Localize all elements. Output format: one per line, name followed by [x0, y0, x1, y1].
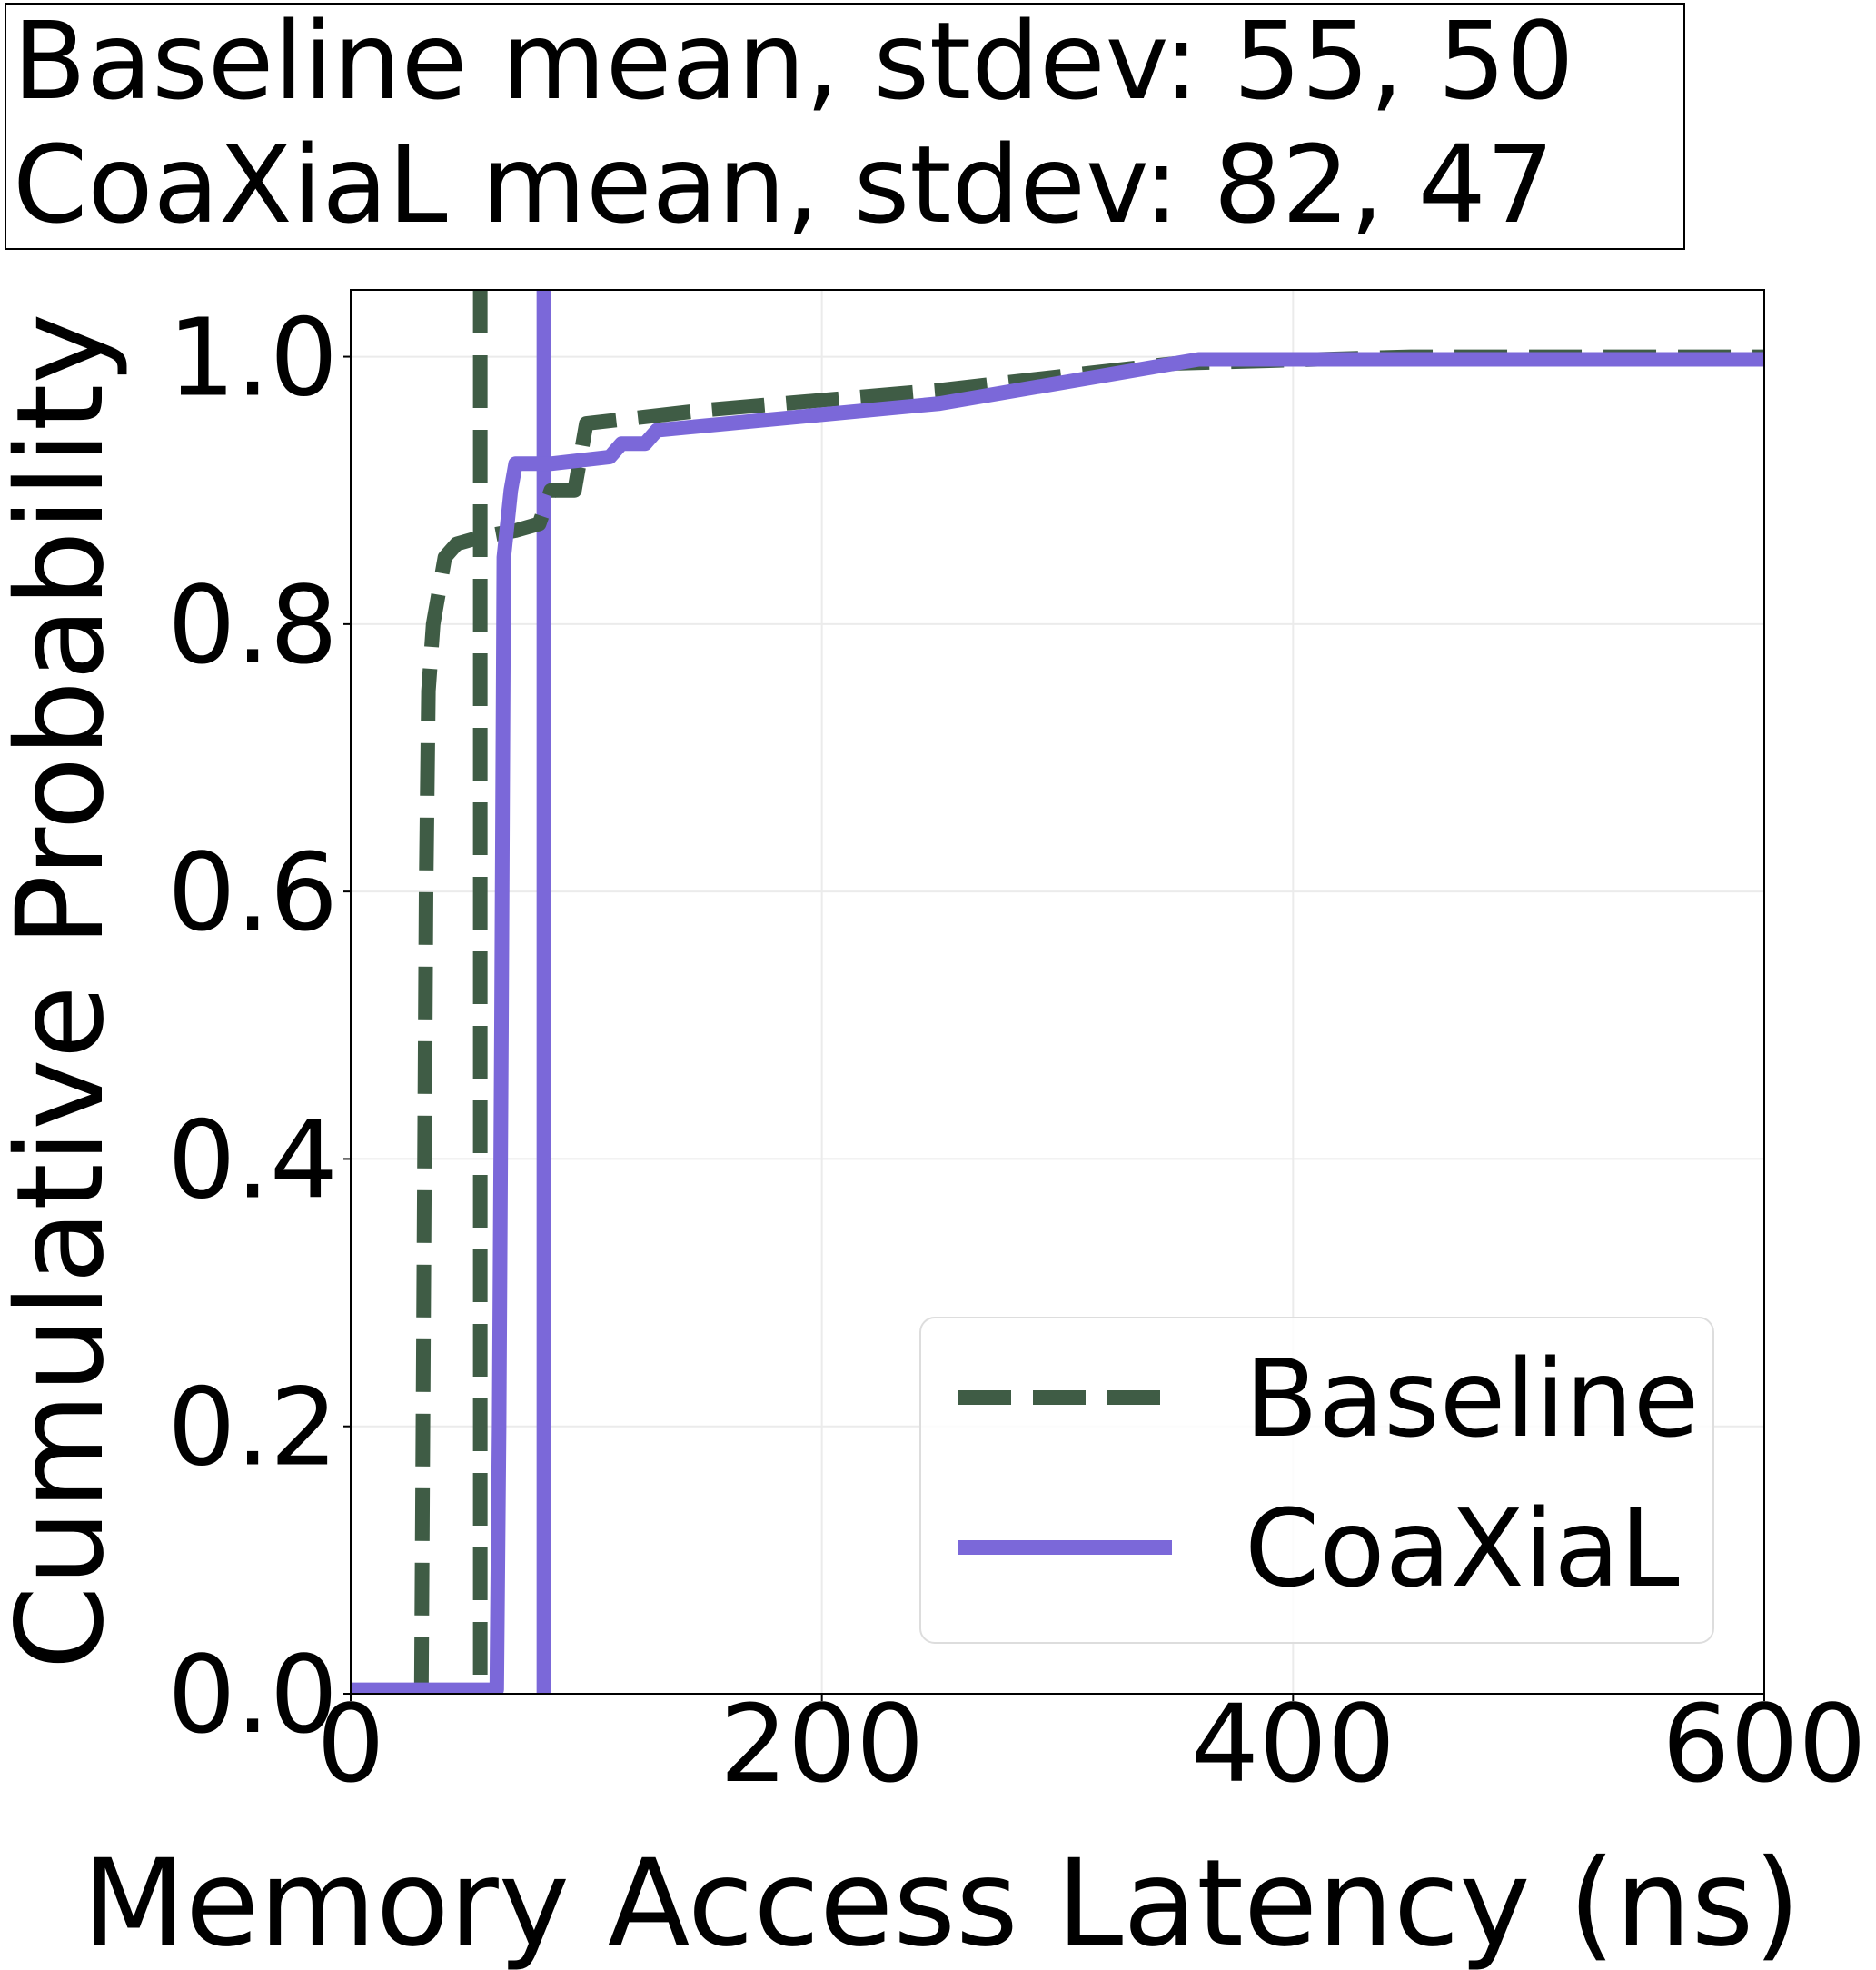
y-tick-label: 0.8	[167, 562, 338, 688]
legend-label-baseline: Baseline	[1245, 1336, 1699, 1461]
title-line-2: CoaXiaL mean, stdev: 82, 47	[13, 122, 1554, 247]
x-axis-label: Memory Access Latency (ns)	[82, 1834, 1801, 1970]
legend-label-coaxial: CoaXiaL	[1245, 1486, 1680, 1611]
y-tick-label: 0.6	[167, 830, 338, 955]
ticks: 0 200 400 600 0.0 0.2 0.4 0.6 0.8 1.0	[167, 295, 1866, 1806]
x-tick-label: 600	[1662, 1681, 1866, 1806]
legend: Baseline CoaXiaL	[919, 1317, 1714, 1644]
series-line-coaxial	[351, 352, 1764, 1694]
x-tick-label: 0	[316, 1681, 384, 1806]
series-layer	[351, 290, 1764, 1694]
y-axis-label: Cumulative Probability	[0, 313, 131, 1669]
y-tick-label: 0.0	[167, 1632, 338, 1757]
title-box	[5, 3, 1685, 250]
x-tick-label: 200	[720, 1681, 924, 1806]
y-tick-label: 0.2	[167, 1365, 338, 1490]
plot-frame	[350, 289, 1765, 1695]
y-tick-label: 1.0	[167, 295, 338, 421]
y-tick-label: 0.4	[167, 1097, 338, 1222]
series-line-baseline	[351, 349, 1764, 1694]
x-tick-label: 400	[1191, 1681, 1395, 1806]
title-line-1: Baseline mean, stdev: 55, 50	[13, 0, 1574, 124]
